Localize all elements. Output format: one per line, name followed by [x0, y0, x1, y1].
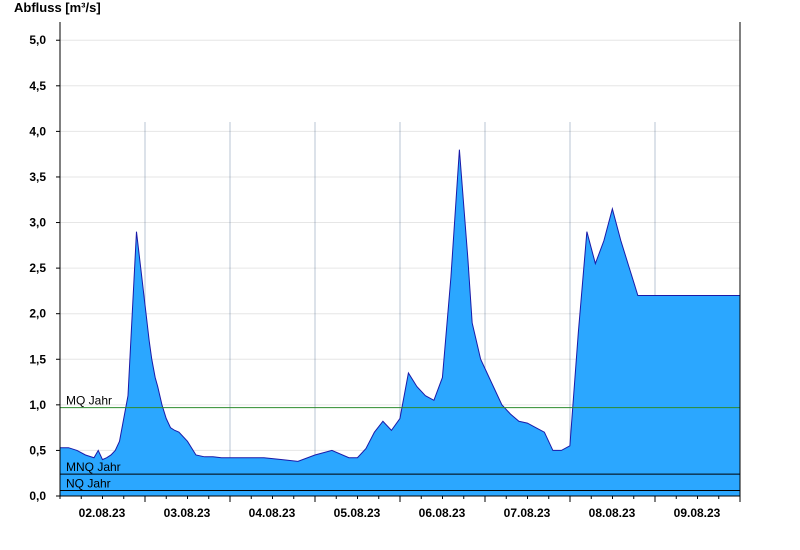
- y-axis-title: Abfluss [m³/s]: [14, 0, 101, 15]
- y-tick-label: 3,5: [29, 170, 46, 184]
- y-tick-label: 2,5: [29, 261, 46, 275]
- y-tick-label: 3,0: [29, 216, 46, 230]
- x-tick-labels: 02.08.23 03.08.23 04.08.23 05.08.23 06.08.23…: [79, 506, 721, 520]
- x-tick-label: 03.08.23: [164, 506, 211, 520]
- discharge-area: [60, 149, 740, 496]
- y-tick-label: 0,0: [29, 489, 46, 503]
- y-tick-label: 1,0: [29, 398, 46, 412]
- reference-label: MNQ Jahr: [66, 460, 121, 474]
- reference-lines: MQ Jahr MNQ Jahr NQ Jahr: [60, 394, 740, 492]
- x-tick-label: 09.08.23: [674, 506, 721, 520]
- x-tick-label: 02.08.23: [79, 506, 126, 520]
- y-tick-label: 4,0: [29, 124, 46, 138]
- x-tick-label: 07.08.23: [504, 506, 551, 520]
- y-tick-label: 4,5: [29, 79, 46, 93]
- area-fill: [60, 149, 740, 496]
- axes: [56, 22, 741, 502]
- y-tick-label: 5,0: [29, 33, 46, 47]
- y-tick-labels: 5,0 4,5 4,0 3,5 3,0 2,5 2,0 1,5 1,0 0,5 0,0: [29, 33, 46, 503]
- reference-label: NQ Jahr: [66, 477, 111, 491]
- x-tick-label: 04.08.23: [249, 506, 296, 520]
- area-line: [60, 149, 740, 462]
- x-tick-label: 06.08.23: [419, 506, 466, 520]
- x-tick-label: 08.08.23: [589, 506, 636, 520]
- reference-label: MQ Jahr: [66, 394, 112, 408]
- y-tick-label: 0,5: [29, 443, 46, 457]
- y-tick-label: 2,0: [29, 307, 46, 321]
- x-tick-label: 05.08.23: [334, 506, 381, 520]
- y-tick-label: 1,5: [29, 352, 46, 366]
